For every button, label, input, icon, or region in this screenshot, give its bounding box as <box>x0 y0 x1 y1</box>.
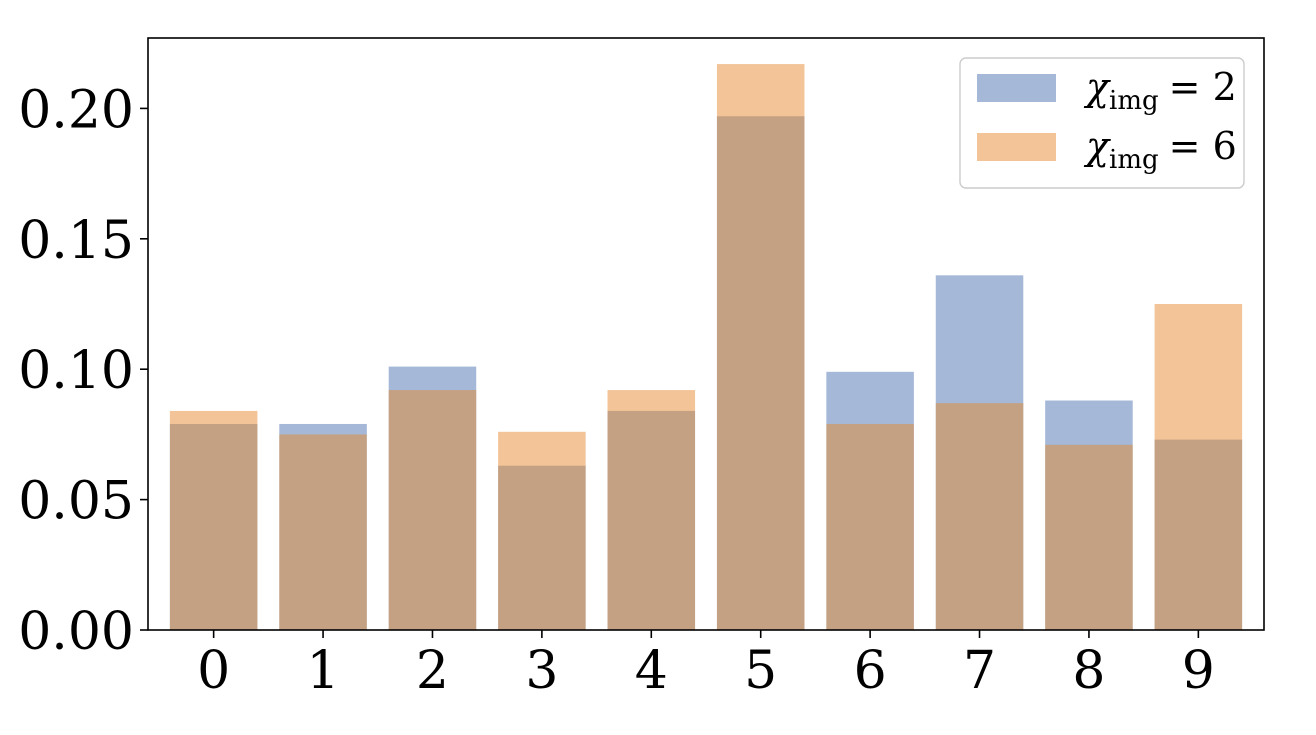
x-tick-label: 7 <box>963 641 996 701</box>
legend-subscript: img <box>1109 145 1159 175</box>
series-1 <box>169 64 1243 631</box>
y-tick-label: 0.15 <box>18 211 134 271</box>
y-axis: 0.00 0.05 0.10 0.15 0.20 <box>18 80 148 662</box>
x-tick-label: 5 <box>744 641 777 701</box>
legend-symbol: χ <box>1083 65 1111 109</box>
x-axis: 0 1 2 3 4 5 6 7 8 9 <box>197 630 1215 701</box>
x-tick-label: 6 <box>854 641 887 701</box>
legend-swatch-1 <box>977 133 1056 161</box>
x-tick-label: 1 <box>307 641 340 701</box>
y-tick-label: 0.00 <box>18 602 134 662</box>
x-tick-label: 8 <box>1072 641 1105 701</box>
legend-label-0: χimg = 2 <box>1083 65 1237 116</box>
legend-symbol: χ <box>1083 124 1111 168</box>
bar-series-1-cat-8 <box>1045 444 1133 630</box>
legend-swatch-0 <box>977 74 1056 102</box>
x-tick-label: 9 <box>1182 641 1215 701</box>
bar-series-1-cat-2 <box>388 390 477 630</box>
x-tick-label: 0 <box>197 641 230 701</box>
y-tick-label: 0.10 <box>18 341 134 401</box>
legend-rhs: = 6 <box>1169 124 1237 168</box>
x-tick-label: 2 <box>416 641 449 701</box>
bar-series-1-cat-3 <box>498 431 586 630</box>
bar-series-1-cat-6 <box>826 423 914 630</box>
x-tick-label: 3 <box>525 641 558 701</box>
legend-subscript: img <box>1109 86 1159 116</box>
bar-series-1-cat-7 <box>935 403 1024 630</box>
bar-series-1-cat-5 <box>716 64 805 631</box>
x-tick-label: 4 <box>635 641 668 701</box>
bars-layer <box>169 64 1243 631</box>
legend-rhs: = 2 <box>1169 65 1237 109</box>
y-tick-label: 0.20 <box>18 80 134 140</box>
y-tick-label: 0.05 <box>18 472 134 532</box>
bar-series-1-cat-0 <box>169 410 258 630</box>
plot-area-frame <box>147 37 1265 631</box>
legend-label-1: χimg = 6 <box>1083 124 1237 175</box>
bar-series-1-cat-4 <box>607 390 696 630</box>
bar-series-1-cat-9 <box>1154 304 1243 630</box>
bar-series-1-cat-1 <box>279 434 367 630</box>
